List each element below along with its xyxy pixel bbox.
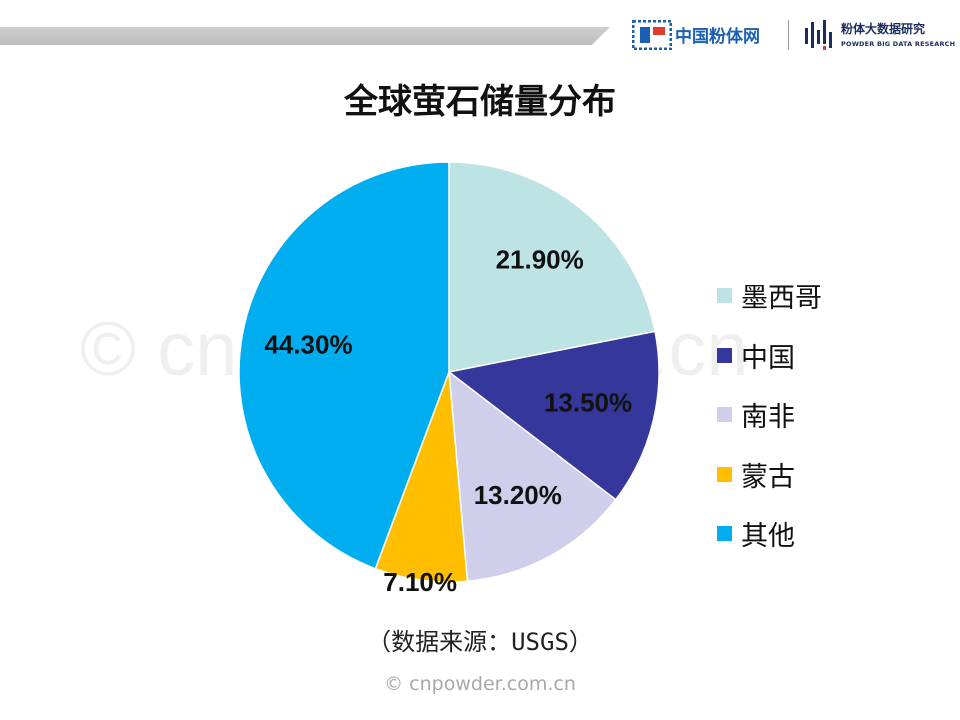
legend-label: 蒙古	[741, 461, 795, 493]
pie-slice-5	[238, 161, 450, 570]
big-data-logo-icon	[805, 20, 832, 50]
legend-swatch	[717, 347, 732, 363]
header-logos: 中国粉体网 粉体大数据研究 POWDER BIG DATA RESEARCH	[625, 14, 955, 58]
cnpowder-logo-icon	[632, 20, 672, 50]
pie-slice-3	[448, 370, 617, 583]
pie-slice-2	[447, 330, 660, 501]
legend-swatch	[717, 407, 732, 422]
logo-divider	[788, 20, 789, 50]
legend-label: 南非	[741, 402, 795, 433]
legend-swatch	[717, 526, 732, 541]
data-label-1: 21.90%	[496, 245, 584, 275]
header-bar	[0, 27, 610, 45]
legend-swatch	[717, 288, 732, 303]
chart-title: 全球萤石储量分布	[344, 82, 616, 122]
data-label-4: 7.10%	[383, 567, 457, 597]
legend-label: 墨西哥	[741, 283, 822, 314]
logo2-subtitle: POWDER BIG DATA RESEARCH	[841, 40, 956, 48]
data-label-5: 44.30%	[264, 329, 352, 359]
pie-slice-1	[448, 161, 656, 373]
legend-label: 其他	[741, 521, 795, 552]
footer-copyright: © cnpowder.com.cn	[384, 673, 576, 695]
legend-swatch	[717, 466, 732, 482]
legend-label: 中国	[741, 342, 795, 374]
data-label-2: 13.50%	[544, 387, 632, 417]
data-source: （数据来源：USGS）	[367, 628, 593, 656]
data-label-3: 13.20%	[474, 480, 562, 510]
logo-text: 中国粉体网	[675, 27, 760, 47]
logo2-text: 粉体大数据研究	[841, 22, 926, 36]
